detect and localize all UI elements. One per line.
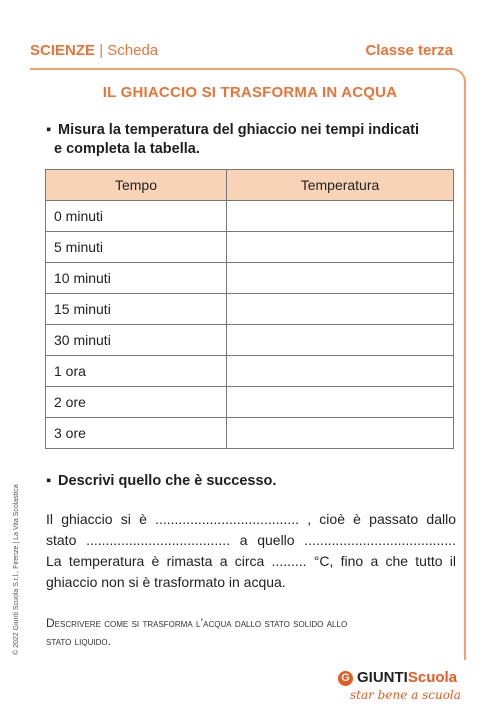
temperature-cell[interactable] (226, 386, 454, 418)
sheet-type-label: Scheda (107, 42, 159, 59)
logo-brand: GIUNTI (357, 669, 408, 686)
temperature-cell[interactable] (226, 262, 454, 294)
time-cell: 5 minuti (45, 231, 227, 263)
temperature-cell[interactable] (226, 200, 454, 232)
logo-wordmark: GIUNTIScuola (357, 669, 457, 686)
paragraph-line: La temperatura è rimasta a circa .......… (46, 553, 456, 569)
question-2-text: Descrivi quello che è successo. (58, 473, 277, 489)
question-2: ▪ Descrivi quello che è successo. (46, 472, 276, 491)
temperature-cell[interactable] (226, 293, 454, 325)
fill-in-paragraph: Il ghiaccio si è .......................… (46, 509, 456, 593)
table-row: 30 minuti (45, 324, 454, 356)
time-cell: 2 ore (45, 386, 227, 418)
grade-label: Classe terza (365, 42, 453, 59)
paragraph-line: ghiaccio non si è trasformato in acqua. (46, 574, 286, 590)
table-row: 3 ore (45, 417, 454, 449)
header-subject: SCIENZE | Scheda (30, 42, 158, 59)
page-title: IL GHIACCIO SI TRASFORMA IN ACQUA (102, 84, 398, 101)
question-1: ▪ Misura la temperatura del ghiaccio nei… (46, 121, 419, 159)
table-row: 15 minuti (45, 293, 454, 325)
time-cell: 1 ora (45, 355, 227, 387)
temperature-cell[interactable] (226, 355, 454, 387)
table-row: 1 ora (45, 355, 454, 387)
copyright-notice: © 2022 Giunti Scuola S.r.l., Firenze | L… (13, 484, 20, 655)
table-row: 0 minuti (45, 200, 454, 232)
header-temperature: Temperatura (226, 169, 454, 201)
bullet-icon: ▪ (46, 122, 52, 138)
question-1-line-2: e completa la tabella. (54, 141, 200, 157)
time-cell: 3 ore (45, 417, 227, 449)
paragraph-line: Il ghiaccio si è .......................… (46, 511, 456, 527)
table-row: 5 minuti (45, 231, 454, 263)
giunti-scuola-logo: G GIUNTIScuola star bene a scuola (338, 669, 468, 705)
logo-brand-accent: Scuola (407, 669, 458, 686)
table-row: 2 ore (45, 386, 454, 418)
learning-objective: Descrivere come si trasforma l’acqua dal… (46, 614, 456, 650)
logo-tagline: star bene a scuola (350, 688, 461, 702)
objective-line-2: stato liquido. (46, 634, 111, 648)
time-cell: 10 minuti (45, 262, 227, 294)
time-cell: 30 minuti (45, 324, 227, 356)
paragraph-line: stato ..................................… (46, 532, 456, 548)
temperature-cell[interactable] (226, 417, 454, 449)
temperature-cell[interactable] (226, 324, 454, 356)
table-header-row: Tempo Temperatura (45, 169, 454, 201)
subject-label: SCIENZE (30, 42, 96, 59)
temperature-table: Tempo Temperatura 0 minuti 5 minuti 10 m… (45, 169, 454, 449)
header-time: Tempo (45, 169, 227, 201)
question-1-line-1: Misura la temperatura del ghiaccio nei t… (58, 122, 420, 138)
logo-mark-icon: G (338, 671, 353, 686)
time-cell: 0 minuti (45, 200, 227, 232)
temperature-cell[interactable] (226, 231, 454, 263)
page-frame (30, 68, 466, 660)
time-cell: 15 minuti (45, 293, 227, 325)
bullet-icon: ▪ (46, 473, 52, 489)
table-row: 10 minuti (45, 262, 454, 294)
objective-line-1: Descrivere come si trasforma l’acqua dal… (46, 616, 348, 630)
header-separator: | (99, 42, 104, 59)
